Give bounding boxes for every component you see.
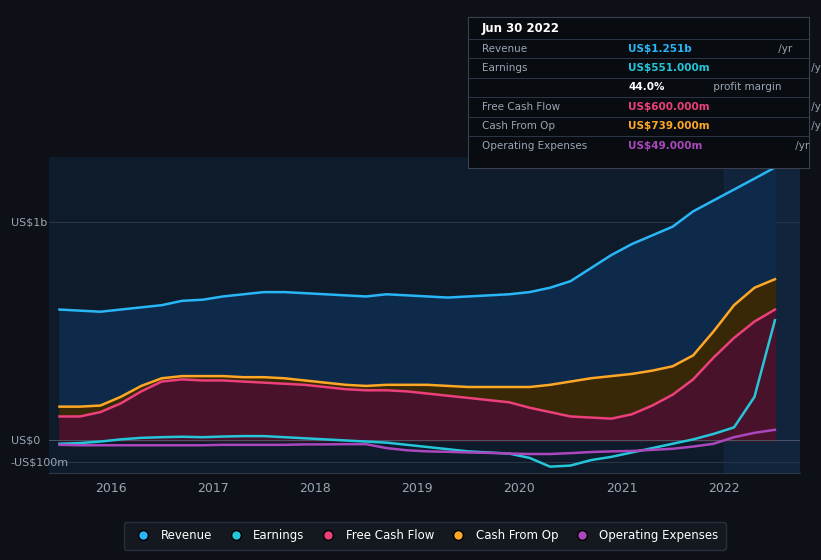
Text: US$600.000m: US$600.000m [628, 102, 709, 112]
Text: US$1.251b: US$1.251b [628, 44, 692, 54]
Text: Operating Expenses: Operating Expenses [482, 141, 587, 151]
Text: /yr: /yr [791, 141, 809, 151]
Text: Revenue: Revenue [482, 44, 527, 54]
Text: Free Cash Flow: Free Cash Flow [482, 102, 560, 112]
Text: /yr: /yr [808, 63, 821, 73]
Text: Earnings: Earnings [482, 63, 527, 73]
Text: Jun 30 2022: Jun 30 2022 [482, 22, 560, 35]
Text: US$49.000m: US$49.000m [628, 141, 703, 151]
Legend: Revenue, Earnings, Free Cash Flow, Cash From Op, Operating Expenses: Revenue, Earnings, Free Cash Flow, Cash … [124, 522, 726, 549]
Text: US$551.000m: US$551.000m [628, 63, 709, 73]
Text: profit margin: profit margin [710, 82, 782, 92]
Text: /yr: /yr [775, 44, 792, 54]
Text: US$1b: US$1b [11, 217, 47, 227]
Text: 44.0%: 44.0% [628, 82, 665, 92]
Bar [724, 157, 800, 473]
Text: US$0: US$0 [11, 436, 40, 445]
Text: US$739.000m: US$739.000m [628, 122, 709, 132]
Text: Cash From Op: Cash From Op [482, 122, 555, 132]
Text: -US$100m: -US$100m [11, 458, 69, 467]
Text: /yr: /yr [808, 122, 821, 132]
Text: /yr: /yr [808, 102, 821, 112]
